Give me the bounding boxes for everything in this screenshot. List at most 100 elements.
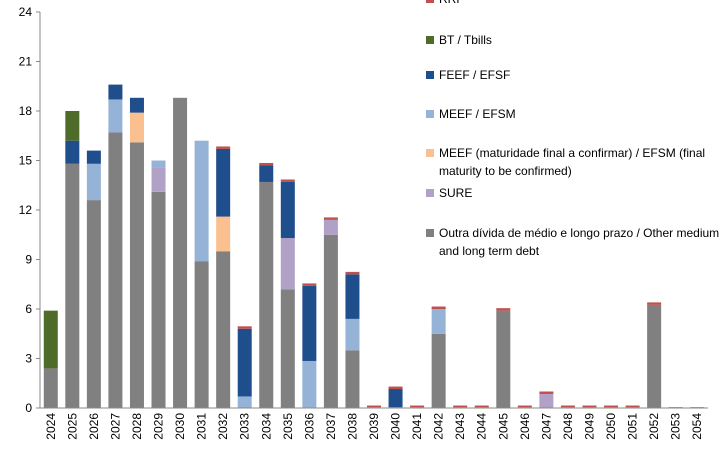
bar-segment bbox=[86, 163, 101, 201]
x-tick-label: 2045 bbox=[496, 413, 510, 440]
x-tick-label: 2031 bbox=[195, 413, 209, 440]
bar-segment bbox=[129, 112, 144, 143]
legend-item: MEEF / EFSM bbox=[426, 105, 725, 123]
x-tick-label: 2046 bbox=[518, 413, 532, 440]
bar-segment bbox=[345, 350, 360, 408]
x-tick-label: 2040 bbox=[389, 413, 403, 440]
bar-segment bbox=[86, 200, 101, 408]
bar-segment bbox=[647, 302, 662, 305]
bar-segment bbox=[302, 360, 317, 408]
bar-segment bbox=[539, 393, 554, 408]
legend-swatch bbox=[426, 36, 434, 44]
y-tick-label: 0 bbox=[25, 401, 32, 415]
x-tick-label: 2041 bbox=[410, 413, 424, 440]
bar-segment bbox=[647, 304, 662, 408]
bar-segment bbox=[560, 405, 575, 408]
legend-item: Outra dívida de médio e longo prazo / Ot… bbox=[426, 224, 725, 260]
x-tick-label: 2026 bbox=[87, 413, 101, 440]
x-tick-label: 2033 bbox=[238, 413, 252, 440]
bar-segment bbox=[496, 308, 511, 311]
bar-segment bbox=[539, 391, 554, 394]
x-tick-label: 2042 bbox=[432, 413, 446, 440]
bar-segment bbox=[259, 162, 274, 166]
bar-segment bbox=[151, 160, 166, 168]
bar-segment bbox=[108, 132, 123, 408]
bar-segment bbox=[194, 140, 209, 262]
bar-segment bbox=[345, 271, 360, 275]
bar-segment bbox=[108, 99, 123, 133]
legend-label: MEEF (maturidade final a confirmar) / EF… bbox=[439, 146, 706, 178]
bar-segment bbox=[237, 326, 252, 329]
bar-segment bbox=[517, 405, 532, 408]
bar-segment bbox=[280, 289, 295, 408]
legend-swatch bbox=[426, 71, 434, 79]
bar-segment bbox=[216, 216, 231, 252]
x-tick-label: 2043 bbox=[453, 413, 467, 440]
x-tick-label: 2050 bbox=[604, 413, 618, 440]
x-tick-label: 2035 bbox=[281, 413, 295, 440]
x-tick-label: 2029 bbox=[152, 413, 166, 440]
bar-segment bbox=[345, 274, 360, 319]
y-tick-label: 24 bbox=[19, 5, 33, 19]
x-tick-label: 2054 bbox=[690, 413, 704, 440]
bar-segment bbox=[237, 396, 252, 408]
x-tick-label: 2048 bbox=[561, 413, 575, 440]
x-tick-label: 2038 bbox=[345, 413, 359, 440]
x-tick-label: 2028 bbox=[130, 413, 144, 440]
x-tick-label: 2027 bbox=[108, 413, 122, 440]
bar-segment bbox=[431, 333, 446, 408]
bar-segment bbox=[216, 148, 231, 217]
bar-segment bbox=[582, 405, 597, 408]
bar-segment bbox=[453, 405, 468, 408]
bar-segment bbox=[474, 405, 489, 408]
y-tick-label: 15 bbox=[19, 154, 33, 168]
legend-item: FEEF / EFSF bbox=[426, 66, 725, 84]
bar-segment bbox=[194, 261, 209, 408]
bar-segment bbox=[65, 163, 80, 408]
bar-segment bbox=[259, 165, 274, 182]
x-tick-label: 2025 bbox=[65, 413, 79, 440]
x-tick-label: 2034 bbox=[259, 413, 273, 440]
legend-swatch bbox=[426, 149, 434, 157]
bar-segment bbox=[151, 191, 166, 408]
bar-segment bbox=[173, 97, 188, 409]
legend-swatch bbox=[426, 189, 434, 197]
bar-segment bbox=[388, 386, 403, 390]
bar-segment bbox=[43, 368, 58, 408]
x-tick-label: 2032 bbox=[216, 413, 230, 440]
legend-item: SURE bbox=[426, 184, 725, 202]
legend-label: BT / Tbills bbox=[439, 33, 492, 47]
bar-segment bbox=[496, 310, 511, 408]
legend-label: RRF bbox=[439, 0, 464, 8]
x-tick-label: 2051 bbox=[626, 413, 640, 440]
bar-segment bbox=[43, 310, 58, 369]
x-tick-label: 2039 bbox=[367, 413, 381, 440]
legend-label: Outra dívida de médio e longo prazo / Ot… bbox=[439, 226, 720, 258]
legend-item: RRF bbox=[426, 0, 725, 8]
bar-segment bbox=[280, 179, 295, 182]
bar-segment bbox=[323, 217, 338, 220]
y-tick-label: 12 bbox=[19, 203, 33, 217]
bar-segment bbox=[410, 405, 425, 408]
bar-segment bbox=[237, 328, 252, 397]
bar-segment bbox=[108, 84, 123, 100]
bar-segment bbox=[431, 306, 446, 309]
x-tick-label: 2047 bbox=[539, 413, 553, 440]
legend-label: SURE bbox=[439, 186, 473, 200]
legend-item: BT / Tbills bbox=[426, 31, 725, 49]
bar-segment bbox=[625, 405, 640, 408]
x-tick-label: 2036 bbox=[302, 413, 316, 440]
x-tick-label: 2052 bbox=[647, 413, 661, 440]
bar-segment bbox=[367, 405, 381, 408]
bar-segment bbox=[129, 97, 144, 113]
x-tick-label: 2049 bbox=[582, 413, 596, 440]
y-tick-label: 3 bbox=[25, 352, 32, 366]
y-tick-label: 18 bbox=[19, 104, 33, 118]
bar-segment bbox=[65, 111, 80, 141]
bar-segment bbox=[86, 150, 101, 164]
bar-segment bbox=[129, 142, 144, 408]
legend-swatch bbox=[426, 110, 434, 118]
legend-swatch bbox=[426, 0, 434, 3]
